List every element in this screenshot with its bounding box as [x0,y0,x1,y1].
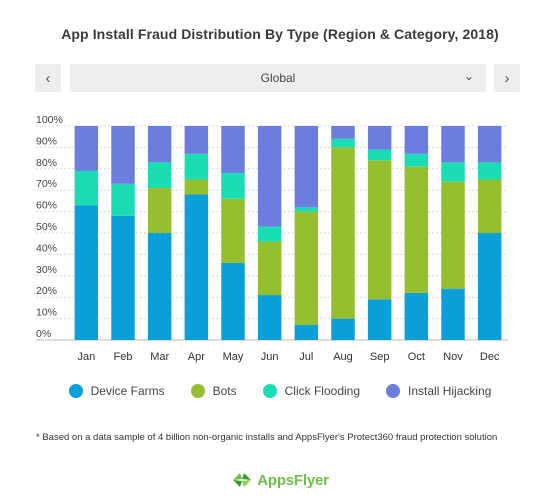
bar-bots-jul[interactable] [294,211,319,326]
bar-bots-mar[interactable] [147,188,172,233]
y-tick-label: 70% [36,178,57,190]
bar-install-hijacking-jan[interactable] [74,126,99,171]
x-tick-label: Sep [370,351,390,363]
legend-label: Click Flooding [284,384,361,398]
x-tick-label: Jul [299,351,313,363]
bar-device-farms-may[interactable] [221,262,245,340]
legend-swatch-bots [190,384,205,398]
x-tick-label: Oct [408,351,425,363]
bar-device-farms-apr[interactable] [184,194,209,340]
stacked-bar-chart: 0% 10% 20% 30% 40% 50% 60% 70% 80% 90% 100% Jan Feb M… [36,114,508,363]
chart-legend: Device Farms Bots Click Flooding Install… [0,384,560,398]
y-tick-label: 90% [36,135,57,147]
bar-device-farms-aug[interactable] [331,318,355,340]
y-tick-label: 0% [36,328,51,340]
chevron-down-icon: ⌄ [463,69,474,83]
bar-device-farms-mar[interactable] [147,233,172,340]
bar-device-farms-jul[interactable] [294,325,319,340]
x-tick-label: Dec [480,351,500,363]
bar-install-hijacking-nov[interactable] [441,126,465,163]
bar-bots-sep[interactable] [367,160,392,300]
region-selected-value: Global [260,71,296,85]
bar-device-farms-oct[interactable] [404,292,429,340]
bar-install-hijacking-jul[interactable] [294,126,319,208]
y-tick-label: 20% [36,285,57,297]
x-tick-label: May [223,351,244,363]
region-dropdown[interactable]: Global ⌄ [70,64,486,92]
bar-install-hijacking-mar[interactable] [147,126,172,163]
legend-swatch-click-flooding [262,384,277,398]
appsflyer-logo-icon [233,473,252,487]
x-tick-label: Feb [114,351,133,363]
legend-label: Device Farms [90,384,165,398]
bar-click-flooding-oct[interactable] [404,153,429,167]
bar-click-flooding-sep[interactable] [367,149,392,161]
bar-device-farms-sep[interactable] [367,299,392,340]
y-tick-label: 80% [36,157,57,169]
previous-region-button[interactable]: ‹ [35,64,61,92]
bar-click-flooding-feb[interactable] [111,183,135,216]
y-tick-label: 50% [36,221,57,233]
legend-label: Bots [212,384,237,398]
x-tick-label: Jan [77,351,95,363]
bar-install-hijacking-feb[interactable] [111,126,135,184]
next-region-button[interactable]: › [494,64,520,92]
x-tick-label: Jun [261,351,279,363]
footnote: * Based on a data sample of 4 billion no… [36,432,498,443]
bar-click-flooding-jul[interactable] [294,207,319,212]
bar-bots-jun[interactable] [257,241,282,296]
legend-label: Install Hijacking [408,384,492,398]
bar-click-flooding-jun[interactable] [257,226,282,242]
legend-swatch-install-hijacking [386,384,401,398]
y-tick-label: 10% [36,307,57,319]
brand-name: AppsFlyer [257,471,329,489]
bar-click-flooding-aug[interactable] [331,138,355,148]
bar-install-hijacking-aug[interactable] [331,126,355,139]
bar-install-hijacking-sep[interactable] [367,126,392,150]
y-tick-label: 60% [36,200,57,212]
bar-click-flooding-mar[interactable] [147,162,172,189]
bar-click-flooding-apr[interactable] [184,153,209,180]
bar-install-hijacking-may[interactable] [221,126,245,174]
bar-click-flooding-jan[interactable] [74,170,99,206]
x-tick-label: Apr [188,351,205,363]
y-tick-label: 100% [36,114,63,126]
bar-install-hijacking-dec[interactable] [477,126,502,163]
y-tick-label: 40% [36,242,57,254]
bar-click-flooding-dec[interactable] [477,162,502,180]
legend-item-click-flooding[interactable]: Click Flooding [262,384,361,398]
bar-bots-may[interactable] [221,198,245,263]
bar-bots-oct[interactable] [404,166,429,293]
bar-device-farms-jan[interactable] [74,205,99,340]
chevron-left-icon: ‹ [45,69,51,87]
bar-click-flooding-may[interactable] [221,173,245,199]
x-tick-label: Aug [333,351,353,363]
bar-bots-aug[interactable] [331,147,355,319]
bar-install-hijacking-jun[interactable] [257,126,282,227]
legend-swatch-device-farms [68,384,83,398]
bar-install-hijacking-apr[interactable] [184,126,209,154]
bar-device-farms-jun[interactable] [257,295,282,340]
x-tick-label: Nov [443,351,463,363]
bar-device-farms-feb[interactable] [111,215,135,340]
x-tick-label: Mar [150,351,169,363]
chevron-right-icon: › [504,69,510,87]
brand-logo: AppsFlyer [0,470,560,490]
legend-item-device-farms[interactable]: Device Farms [68,384,165,398]
bar-device-farms-dec[interactable] [477,233,502,340]
chart-title: App Install Fraud Distribution By Type (… [61,26,499,42]
y-tick-label: 30% [36,264,57,276]
bar-bots-nov[interactable] [441,181,465,289]
bar-bots-apr[interactable] [184,179,209,195]
bar-device-farms-nov[interactable] [441,288,465,340]
legend-item-install-hijacking[interactable]: Install Hijacking [386,384,491,398]
bar-install-hijacking-oct[interactable] [404,126,429,154]
legend-item-bots[interactable]: Bots [190,384,237,398]
bar-bots-dec[interactable] [477,179,502,234]
bar-click-flooding-nov[interactable] [441,162,465,182]
